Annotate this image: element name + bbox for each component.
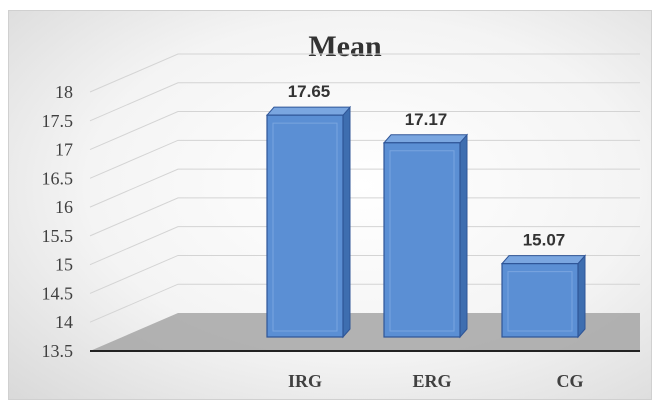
gridline [89,111,640,151]
bar-side [342,105,351,339]
bars [265,105,587,339]
bar-side [577,254,586,339]
bar-highlight [507,271,573,332]
y-tick-label: 15.5 [42,226,74,246]
y-tick-label: 16.5 [42,168,74,188]
bar-side [459,133,468,339]
bar-highlight [389,150,455,332]
data-label: 17.17 [405,110,448,129]
gridline [89,283,640,323]
bar-front [383,142,461,338]
y-tick-label: 15 [55,255,73,275]
gridlines [89,53,640,323]
bar-top [382,134,469,144]
bar-front [501,263,579,338]
data-label: 17.65 [288,82,331,101]
y-tick-label: 17.5 [42,111,74,131]
y-tick-label: 13.5 [42,341,74,361]
x-axis: IRG ERG CG [288,371,584,391]
x-tick-label: ERG [412,371,451,391]
y-tick-label: 16 [55,197,73,217]
y-tick-label: 14 [55,312,73,332]
x-tick-label: CG [557,371,584,391]
bar-cg [500,254,587,339]
bar-top [265,106,352,116]
data-labels: 17.65 17.17 15.07 [288,82,566,249]
bar-irg [265,105,352,339]
y-axis: 13.5 14 14.5 15 15.5 16 16.5 17 17.5 18 [42,82,74,361]
y-tick-label: 14.5 [42,283,74,303]
gridline [89,226,640,266]
gridline [89,53,640,93]
gridline [89,139,640,179]
gridline [89,197,640,237]
gridline [89,168,640,208]
chart-title: Mean [308,30,382,63]
y-tick-label: 18 [55,82,73,102]
gridline [89,254,640,294]
bar-front [266,114,344,338]
x-tick-label: IRG [288,371,322,391]
bar-highlight [272,122,338,332]
gridline [89,82,640,122]
bar-top [500,255,587,265]
data-label: 15.07 [523,231,566,250]
y-tick-label: 17 [55,140,73,160]
bar-erg [382,133,469,339]
